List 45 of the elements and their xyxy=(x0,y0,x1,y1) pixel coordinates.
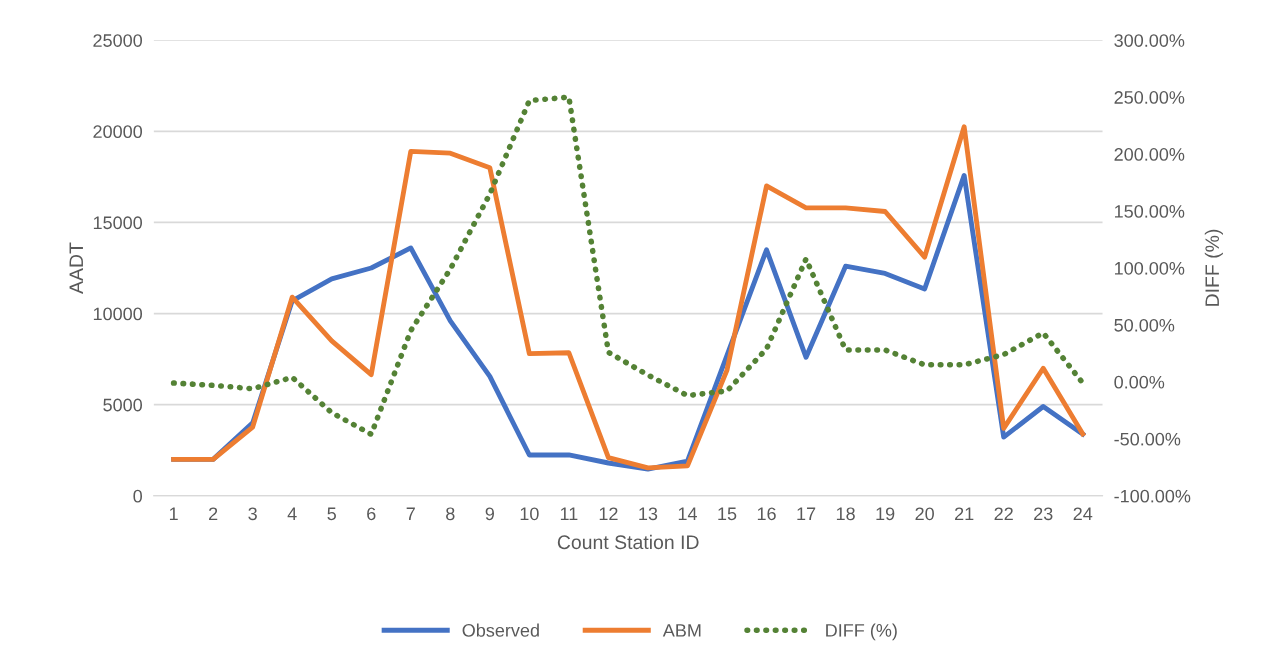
x-tick-label: 16 xyxy=(757,507,776,521)
y2-tick-label: 200.00% xyxy=(1114,148,1185,161)
y2-tick-label: 250.00% xyxy=(1114,91,1185,104)
x-tick-label: 17 xyxy=(797,507,816,520)
x-tick-label: 8 xyxy=(446,507,455,521)
y-tick-label: 20000 xyxy=(93,125,143,139)
y2-tick-label: -50.00% xyxy=(1114,432,1181,446)
x-tick-label: 5 xyxy=(327,507,336,521)
y-tick-label: 0 xyxy=(133,489,143,503)
x-tick-label: 13 xyxy=(639,507,658,521)
y-tick-label: 5000 xyxy=(103,398,143,412)
x-tick-label: 14 xyxy=(678,507,697,520)
x-tick-label: 12 xyxy=(599,507,618,520)
y2-tick-label: 50.00% xyxy=(1114,318,1175,332)
x-tick-label: 4 xyxy=(287,507,297,520)
y2-tick-label: 100.00% xyxy=(1115,261,1185,275)
x-tick-label: 15 xyxy=(718,507,737,521)
y-tick-label: 10000 xyxy=(93,307,143,321)
legend-label: ABM xyxy=(662,624,701,637)
x-tick-label: 3 xyxy=(248,507,257,521)
y2-tick-label: -100.00% xyxy=(1114,489,1191,503)
y2-tick-label: 300.00% xyxy=(1114,34,1185,47)
y-tick-label: 15000 xyxy=(93,216,143,230)
legend-label: Observed xyxy=(462,623,539,637)
x-tick-label: 7 xyxy=(406,507,415,520)
y2-tick-label: 0.00% xyxy=(1114,375,1165,389)
legend-label: DIFF (%) xyxy=(826,623,897,641)
y2-tick-label: 150.00% xyxy=(1115,204,1185,218)
y-axis-title: AADT xyxy=(69,242,83,294)
x-tick-label: 23 xyxy=(1034,507,1053,521)
x-tick-label: 6 xyxy=(367,507,376,521)
x-tick-label: 20 xyxy=(915,507,934,521)
x-tick-label: 21 xyxy=(955,507,974,520)
x-tick-label: 22 xyxy=(994,507,1013,520)
x-tick-label: 19 xyxy=(876,507,895,521)
x-tick-label: 24 xyxy=(1073,507,1093,520)
y2-axis-title: DIFF (%) xyxy=(1204,229,1223,306)
x-tick-label: 11 xyxy=(560,507,578,520)
x-tick-label: 10 xyxy=(520,507,539,521)
x-axis-title: Count Station ID xyxy=(557,534,699,550)
y-tick-label: 25000 xyxy=(93,34,143,47)
x-tick-label: 2 xyxy=(209,507,218,520)
x-tick-label: 18 xyxy=(836,507,855,521)
x-tick-label: 9 xyxy=(485,507,494,521)
x-tick-label: 1 xyxy=(169,507,178,520)
